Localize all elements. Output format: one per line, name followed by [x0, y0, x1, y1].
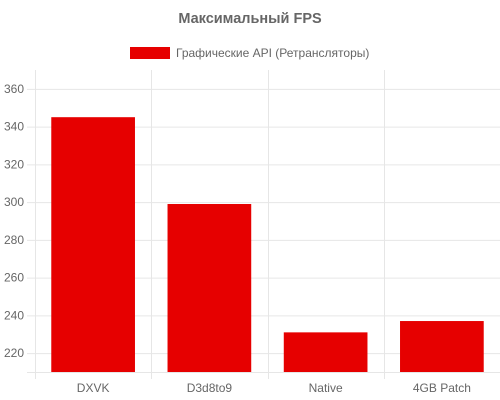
y-tick-label: 320	[4, 157, 24, 171]
y-tick-label: 260	[4, 271, 24, 285]
legend-swatch	[130, 47, 170, 59]
bar-d3d8to9[interactable]	[167, 204, 252, 372]
y-tick-label: 360	[4, 82, 24, 96]
x-axis: DXVK D3d8to9 Native 4GB Patch	[77, 381, 471, 395]
y-tick-label: 300	[4, 195, 24, 209]
x-tick-label: D3d8to9	[187, 381, 233, 395]
y-tick-label: 280	[4, 233, 24, 247]
legend[interactable]: Графические API (Ретрансляторы)	[130, 46, 369, 60]
bars	[51, 117, 484, 372]
y-tick-label: 240	[4, 308, 24, 322]
y-tick-label: 220	[4, 346, 24, 360]
bar-4gb-patch[interactable]	[400, 321, 484, 372]
bar-native[interactable]	[283, 332, 368, 372]
x-tick-label: Native	[309, 381, 343, 395]
chart-title: Максимальный FPS	[178, 11, 322, 27]
legend-label: Графические API (Ретрансляторы)	[176, 46, 369, 60]
y-axis: 220 240 260 280 300 320 340 360	[4, 82, 24, 360]
bar-dxvk[interactable]	[51, 117, 135, 372]
x-tick-label: 4GB Patch	[413, 381, 471, 395]
y-tick-label: 340	[4, 120, 24, 134]
x-tick-label: DXVK	[77, 381, 110, 395]
